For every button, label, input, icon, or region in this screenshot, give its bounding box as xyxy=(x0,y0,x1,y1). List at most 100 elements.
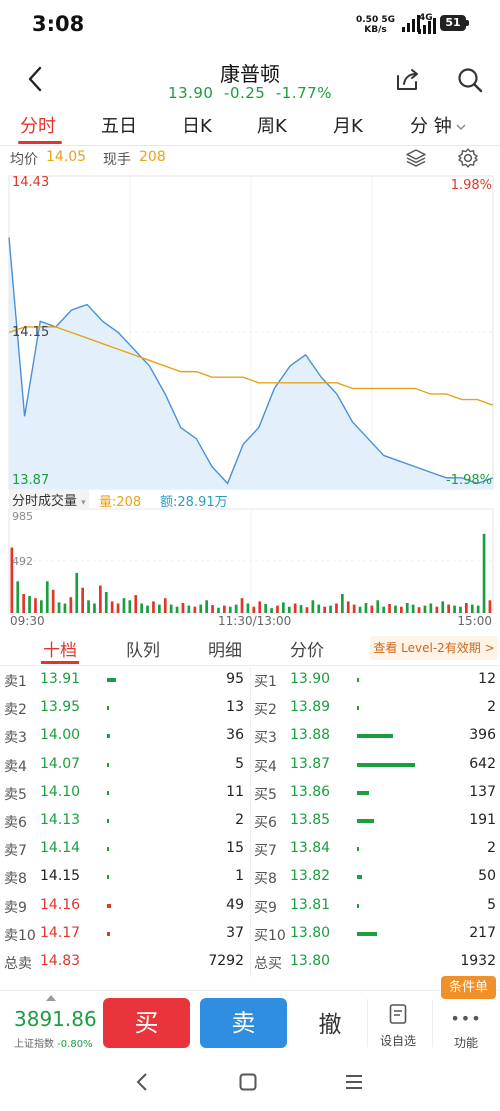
intraday-chart[interactable]: 14.43 14.15 13.87 1.98% -1.98% 分时成交量 ▾ 量… xyxy=(0,172,500,632)
volume-bar xyxy=(329,605,332,613)
ask-price: 14.13 xyxy=(40,812,81,828)
volume-bar xyxy=(252,606,256,613)
amount-readout: 额:28.91万 xyxy=(160,491,228,510)
price-mid-label: 14.15 xyxy=(12,325,50,340)
time-end-label: 15:00 xyxy=(457,614,492,628)
ask-volume-bar xyxy=(107,790,109,795)
tab-daily-k[interactable]: 日K xyxy=(182,116,212,137)
order-book-row[interactable]: 卖4 14.07 5 买4 13.87 642 xyxy=(0,752,500,780)
functions-label: 功能 xyxy=(453,1036,478,1050)
volume-bar xyxy=(346,601,350,613)
order-book-row[interactable]: 卖9 14.16 49 买9 13.81 5 xyxy=(0,893,500,921)
volume-bar xyxy=(40,600,43,613)
bid-level-label: 买5 xyxy=(254,786,277,803)
stock-change: -0.25 xyxy=(224,84,266,102)
volume-bar xyxy=(211,605,214,613)
cancel-order-button[interactable]: 撤 xyxy=(318,1012,342,1038)
condition-order-button[interactable]: 条件单 xyxy=(441,976,496,999)
bid-volume: 12 xyxy=(478,671,496,687)
total-ask-volume: 7292 xyxy=(208,953,244,969)
expand-up-icon[interactable] xyxy=(46,995,56,1001)
tab-queue[interactable]: 队列 xyxy=(126,641,160,661)
order-book-row[interactable]: 卖10 14.17 37 买10 13.80 217 xyxy=(0,921,500,949)
ask-price: 14.17 xyxy=(40,924,81,941)
order-book-row[interactable]: 卖5 14.10 11 买5 13.86 137 xyxy=(0,780,500,808)
gear-icon[interactable] xyxy=(457,147,479,169)
level2-button[interactable]: 查看 Level-2有效期 > xyxy=(370,636,498,660)
order-book-row[interactable]: 卖3 14.00 36 买3 13.88 396 xyxy=(0,723,500,751)
price-area xyxy=(9,237,493,489)
volume-bar xyxy=(152,601,155,613)
ask-volume-bar xyxy=(107,847,109,852)
ask-volume: 37 xyxy=(226,924,244,941)
tab-minute[interactable]: 分 钟 xyxy=(410,112,466,138)
ask-volume-bar xyxy=(107,875,109,880)
volume-bar xyxy=(282,602,285,613)
sell-button[interactable]: 卖 xyxy=(200,998,287,1048)
order-book-row[interactable]: 卖7 14.14 15 买7 13.84 2 xyxy=(0,836,500,864)
volume-bar xyxy=(482,533,486,613)
volume-bar xyxy=(34,598,37,613)
time-mid-label: 11:30/13:00 xyxy=(218,614,292,628)
tab-price-breakdown[interactable]: 分价 xyxy=(290,641,324,661)
volume-bar xyxy=(205,600,208,613)
volume-indicator-selector[interactable]: 分时成交量 ▾ xyxy=(9,490,89,509)
nav-back-icon[interactable] xyxy=(133,1072,151,1092)
share-icon[interactable] xyxy=(394,66,422,94)
volume-value: 208 xyxy=(116,495,142,510)
ask-level-label: 卖9 xyxy=(4,899,27,916)
bid-level-label: 买8 xyxy=(254,871,277,888)
search-icon[interactable] xyxy=(456,66,484,94)
tab-five-day[interactable]: 五日 xyxy=(101,116,137,137)
add-watchlist-button[interactable]: 设自选 xyxy=(370,997,426,1049)
volume-bar xyxy=(128,600,132,613)
bid-volume: 217 xyxy=(469,924,496,941)
volume-bar xyxy=(305,607,309,613)
volume-bar xyxy=(234,604,238,613)
buy-button[interactable]: 买 xyxy=(103,998,190,1048)
volume-bar xyxy=(146,605,149,613)
volume-bar xyxy=(187,605,191,613)
index-value[interactable]: 3891.86 xyxy=(14,1007,97,1031)
volume-label: 量: xyxy=(99,495,117,510)
volume-bar xyxy=(388,604,391,613)
bid-volume-bar xyxy=(357,790,369,795)
volume-selector-label: 分时成交量 xyxy=(12,494,78,509)
volume-bar xyxy=(335,603,338,613)
layers-icon[interactable] xyxy=(405,147,427,169)
order-book-row[interactable]: 卖8 14.15 1 买8 13.82 50 xyxy=(0,864,500,892)
pct-low-label: -1.98% xyxy=(446,473,492,488)
amount-label: 额: xyxy=(160,495,178,510)
chart-canvas xyxy=(8,175,494,614)
volume-bar xyxy=(453,605,456,613)
functions-button[interactable]: ••• 功能 xyxy=(436,997,496,1051)
volume-readout: 量:208 xyxy=(99,491,141,510)
tab-ten-levels[interactable]: 十档 xyxy=(43,641,77,661)
bid-volume: 2 xyxy=(487,840,496,857)
tab-weekly-k[interactable]: 周K xyxy=(257,116,287,137)
divider xyxy=(432,999,433,1047)
price-low-label: 13.87 xyxy=(12,473,50,488)
nav-home-icon[interactable] xyxy=(238,1072,258,1092)
more-icon: ••• xyxy=(450,1009,482,1028)
tab-intraday[interactable]: 分时 xyxy=(20,116,56,137)
volume-bar xyxy=(110,601,114,613)
bid-price: 13.88 xyxy=(290,727,331,744)
order-book-row[interactable]: 卖2 13.95 13 买2 13.89 2 xyxy=(0,695,500,723)
volume-bar xyxy=(28,596,31,613)
nav-recents-icon[interactable] xyxy=(344,1073,364,1091)
tab-monthly-k[interactable]: 月K xyxy=(333,116,363,137)
order-book-totals: 总卖 14.83 7292 总买 13.80 1932 xyxy=(0,949,500,977)
volume-bar xyxy=(299,605,303,613)
tab-details[interactable]: 明细 xyxy=(208,641,242,661)
volume-bar xyxy=(240,598,244,613)
volume-bar xyxy=(16,581,20,613)
volume-bar xyxy=(122,598,126,613)
volume-bar xyxy=(382,606,385,613)
total-bid-label: 总买 xyxy=(254,956,282,972)
back-icon[interactable] xyxy=(22,64,50,94)
ask-price: 14.15 xyxy=(40,868,81,885)
order-book-row[interactable]: 卖1 13.91 95 买1 13.90 12 xyxy=(0,667,500,695)
ask-volume-bar xyxy=(107,931,110,936)
order-book-row[interactable]: 卖6 14.13 2 买6 13.85 191 xyxy=(0,808,500,836)
